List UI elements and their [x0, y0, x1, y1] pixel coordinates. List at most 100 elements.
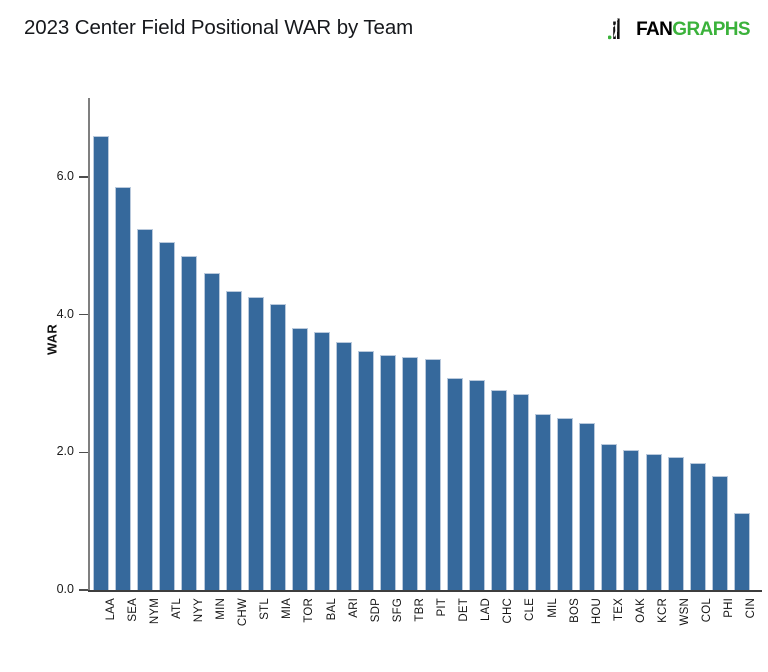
y-axis-tick — [79, 313, 88, 316]
bar[interactable] — [247, 297, 264, 590]
x-axis-tick-label: ATL — [170, 598, 183, 619]
x-axis-tick-label: SDP — [369, 598, 382, 623]
x-axis-tick-label: COL — [701, 598, 714, 623]
bar[interactable] — [314, 331, 330, 590]
bar-slot — [112, 98, 134, 590]
bar-series — [88, 98, 762, 590]
x-axis-tick-label: CHW — [237, 598, 250, 627]
x-axis-tick-label: STL — [259, 598, 272, 620]
bar[interactable] — [203, 273, 220, 590]
bar-slot — [598, 98, 620, 590]
bar-slot — [554, 98, 576, 590]
x-axis-tick-label: MIL — [546, 598, 559, 618]
x-axis-tick-label: LAD — [480, 598, 493, 621]
bar[interactable] — [579, 423, 596, 590]
fangraphs-logo: FAN GRAPHS — [608, 18, 751, 40]
bar-slot — [620, 98, 642, 590]
bar[interactable] — [689, 462, 706, 590]
bar-slot — [178, 98, 200, 590]
bar[interactable] — [402, 357, 419, 590]
bar-slot — [355, 98, 377, 590]
brand-text-graphs: GRAPHS — [672, 18, 750, 40]
x-axis-tick-label: OAK — [634, 598, 647, 623]
x-axis-tick-label: BAL — [325, 598, 338, 621]
x-axis-tick-label: SFG — [391, 598, 404, 623]
bar[interactable] — [667, 457, 684, 590]
bar[interactable] — [424, 359, 441, 590]
y-axis-tick-label: 6.0 — [56, 169, 74, 183]
bar[interactable] — [269, 304, 286, 590]
x-axis-tick-label: HOU — [590, 598, 603, 625]
x-axis-tick-label: TOR — [303, 598, 316, 623]
bar[interactable] — [159, 242, 176, 590]
x-axis-tick-label: LAA — [104, 598, 117, 621]
x-axis-line — [88, 590, 762, 592]
x-axis-tick-label: PHI — [723, 598, 736, 618]
y-axis-tick-label: 2.0 — [56, 444, 74, 459]
bar[interactable] — [225, 290, 242, 590]
bar[interactable] — [711, 476, 728, 590]
bar-slot — [731, 98, 753, 590]
bar[interactable] — [93, 135, 109, 590]
x-axis-tick-label: SEA — [126, 598, 139, 622]
x-axis-tick-label: CHC — [502, 598, 515, 624]
x-axis-tick-label: MIA — [281, 598, 294, 620]
y-axis-tick — [79, 589, 88, 591]
bar-slot — [488, 98, 510, 590]
x-axis-tick-label: NYY — [192, 598, 205, 623]
bar-slot — [576, 98, 598, 590]
bar[interactable] — [512, 393, 529, 590]
bar[interactable] — [137, 228, 154, 590]
bar-slot — [709, 98, 731, 590]
bar-slot — [267, 98, 289, 590]
x-axis-tick-label: BOS — [568, 598, 581, 623]
bar[interactable] — [181, 256, 198, 590]
y-axis-tick — [79, 451, 88, 454]
x-axis-tick-label: WSN — [679, 598, 692, 626]
bar[interactable] — [645, 453, 662, 590]
bar[interactable] — [623, 450, 640, 590]
bar-slot — [156, 98, 178, 590]
y-axis-tick — [79, 176, 88, 178]
bar-slot — [444, 98, 466, 590]
y-axis-tick-label: 0.0 — [56, 582, 74, 596]
bar[interactable] — [336, 342, 353, 590]
x-axis-tick-label: KCR — [657, 598, 669, 623]
x-axis-tick-label: DET — [458, 598, 471, 622]
bar[interactable] — [490, 390, 507, 590]
x-axis-tick-label: NYM — [148, 598, 161, 625]
bar-slot — [422, 98, 444, 590]
bar-slot — [399, 98, 421, 590]
fangraphs-batter-bars-icon — [608, 18, 620, 40]
bar[interactable] — [733, 512, 750, 590]
bar-slot — [532, 98, 554, 590]
bar[interactable] — [601, 444, 618, 590]
bar[interactable] — [557, 417, 574, 590]
brand-text-fan: FAN — [636, 18, 673, 40]
bar-slot — [134, 98, 156, 590]
x-axis-tick-label: TBR — [413, 598, 426, 622]
x-axis-tick-label: TEX — [612, 598, 625, 621]
x-axis-tick-label: CIN — [745, 598, 758, 619]
bar[interactable] — [380, 354, 397, 590]
bar[interactable] — [446, 378, 463, 590]
bar-slot — [466, 98, 488, 590]
x-axis-tick-label: CLE — [524, 598, 537, 621]
bar-slot — [289, 98, 311, 590]
bar[interactable] — [358, 351, 375, 590]
bar-slot — [687, 98, 709, 590]
bar-slot — [510, 98, 532, 590]
bar-slot — [311, 98, 333, 590]
bar-slot — [377, 98, 399, 590]
bar[interactable] — [291, 328, 308, 590]
bar-slot — [245, 98, 267, 590]
x-axis-tick-label: ARI — [347, 598, 360, 618]
bar[interactable] — [468, 380, 485, 590]
bar[interactable] — [115, 187, 132, 590]
x-axis-tick-label: MIN — [215, 598, 227, 620]
y-axis-tick-label: 4.0 — [56, 306, 74, 321]
bar[interactable] — [535, 414, 551, 590]
x-axis-tick-label: PIT — [436, 598, 448, 617]
chart-header: 2023 Center Field Positional WAR by Team… — [0, 0, 768, 60]
